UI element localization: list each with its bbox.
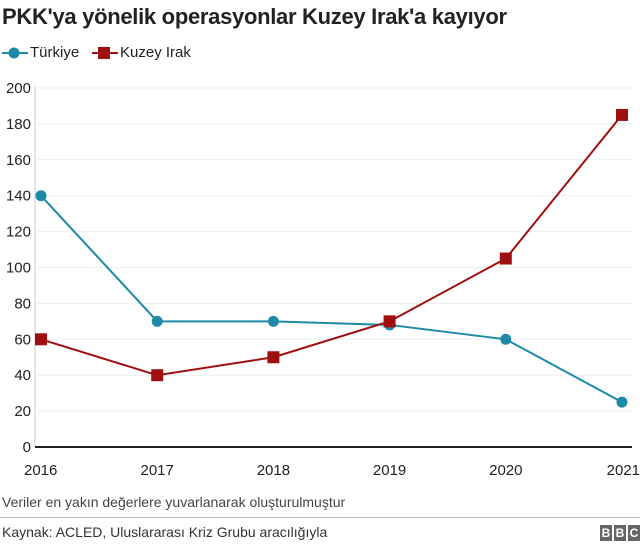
data-point <box>383 315 396 328</box>
circle-marker-icon <box>2 47 28 58</box>
data-point <box>35 333 47 346</box>
data-point <box>35 190 47 202</box>
y-tick-label: 140 <box>6 188 31 205</box>
y-tick-label: 100 <box>6 260 31 277</box>
y-tick-label: 40 <box>14 367 31 384</box>
data-point <box>500 333 512 345</box>
chart-title: PKK'ya yönelik operasyonlar Kuzey Irak'a… <box>2 4 507 29</box>
y-tick-label: 80 <box>14 295 31 312</box>
legend-item-kuzey-irak: Kuzey Irak <box>92 44 191 61</box>
x-tick-label: 2020 <box>489 462 522 479</box>
legend-item-turkiye: Türkiye <box>2 44 79 61</box>
legend-label: Kuzey Irak <box>120 44 191 61</box>
legend-label: Türkiye <box>30 44 80 61</box>
y-tick-label: 180 <box>6 116 31 133</box>
x-tick-label: 2017 <box>141 462 174 479</box>
data-point <box>499 252 512 265</box>
data-point <box>151 315 163 327</box>
y-tick-label: 160 <box>6 152 31 169</box>
logo-letter: B <box>600 525 612 541</box>
logo-letter: B <box>614 525 626 541</box>
y-tick-label: 60 <box>14 331 31 348</box>
x-tick-label: 2016 <box>24 462 57 479</box>
y-tick-label: 120 <box>6 224 31 241</box>
data-point <box>267 315 279 327</box>
source-text: Kaynak: ACLED, Uluslararası Kriz Grubu a… <box>2 524 328 540</box>
x-tick-label: 2018 <box>257 462 290 479</box>
y-tick-label: 20 <box>14 403 31 420</box>
data-point <box>616 108 628 121</box>
x-tick-label: 2021 <box>607 462 640 479</box>
logo-letter: C <box>628 525 640 541</box>
y-tick-label: 200 <box>6 80 31 97</box>
series-line-0 <box>40 195 623 404</box>
x-tick-label: 2019 <box>373 462 406 479</box>
series-line-1 <box>40 114 623 377</box>
plot-area: 0 20 40 60 80 100 120 140 160 180 200 2016 2017 2018 2… <box>6 80 640 479</box>
data-point <box>267 351 280 364</box>
divider <box>0 517 640 518</box>
y-tick-label: 0 <box>23 439 31 456</box>
data-point <box>151 369 164 382</box>
chart-note: Veriler en yakın değerlere yuvarlanarak … <box>2 494 346 510</box>
square-marker-icon <box>92 46 118 59</box>
data-point <box>616 396 628 408</box>
